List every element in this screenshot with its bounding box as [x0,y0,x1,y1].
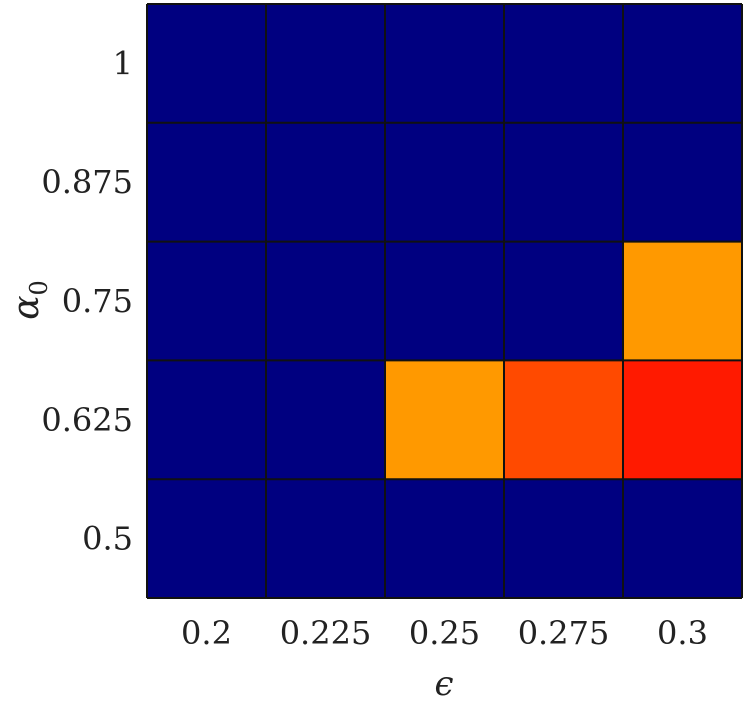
heatmap-cell [266,4,385,123]
heatmap-cell [623,122,742,242]
y-tick-label: 0.625 [41,401,133,439]
heatmap-cell [385,479,504,598]
heatmap-cell [266,122,385,242]
y-tick-label: 0.5 [82,520,133,558]
heatmap-cell [504,479,623,598]
heatmap-cell [504,241,623,361]
heatmap-cell [504,360,623,480]
heatmap-cells [147,4,742,598]
heatmap-cell [385,122,504,242]
heatmap-gridlines [146,3,743,599]
heatmap-cell [147,360,266,480]
y-axis-label: α0 [6,280,53,320]
heatmap-cell [385,360,504,480]
y-tick-label: 1 [113,44,133,82]
x-tick-label: 0.225 [280,614,372,652]
heatmap-cell [623,360,742,480]
y-axis-label-subscript: 0 [25,280,53,295]
y-tick-label: 0.875 [41,163,133,201]
heatmap-cell [266,241,385,361]
x-tick-label: 0.275 [518,614,610,652]
heatmap-cell [385,4,504,123]
heatmap-cell [504,122,623,242]
heatmap-cell [623,241,742,361]
heatmap-cell [504,4,623,123]
heatmap-cell [623,479,742,598]
x-tick-label: 0.25 [409,614,480,652]
y-tick-labels: 1 0.875 0.75 0.625 0.5 [41,44,133,557]
heatmap-cell [623,4,742,123]
y-tick-label: 0.75 [62,282,133,320]
x-tick-label: 0.3 [657,614,708,652]
x-tick-label: 0.2 [181,614,232,652]
x-tick-labels: 0.2 0.225 0.25 0.275 0.3 [181,614,708,652]
heatmap-cell [147,241,266,361]
x-axis-label: ϵ [434,664,453,702]
heatmap-cell [147,479,266,598]
heatmap-cell [147,122,266,242]
y-axis-label-main: α [6,295,47,319]
heatmap-cell [385,241,504,361]
heatmap-cell [266,479,385,598]
heatmap-cell [147,4,266,123]
heatmap-cell [266,360,385,480]
